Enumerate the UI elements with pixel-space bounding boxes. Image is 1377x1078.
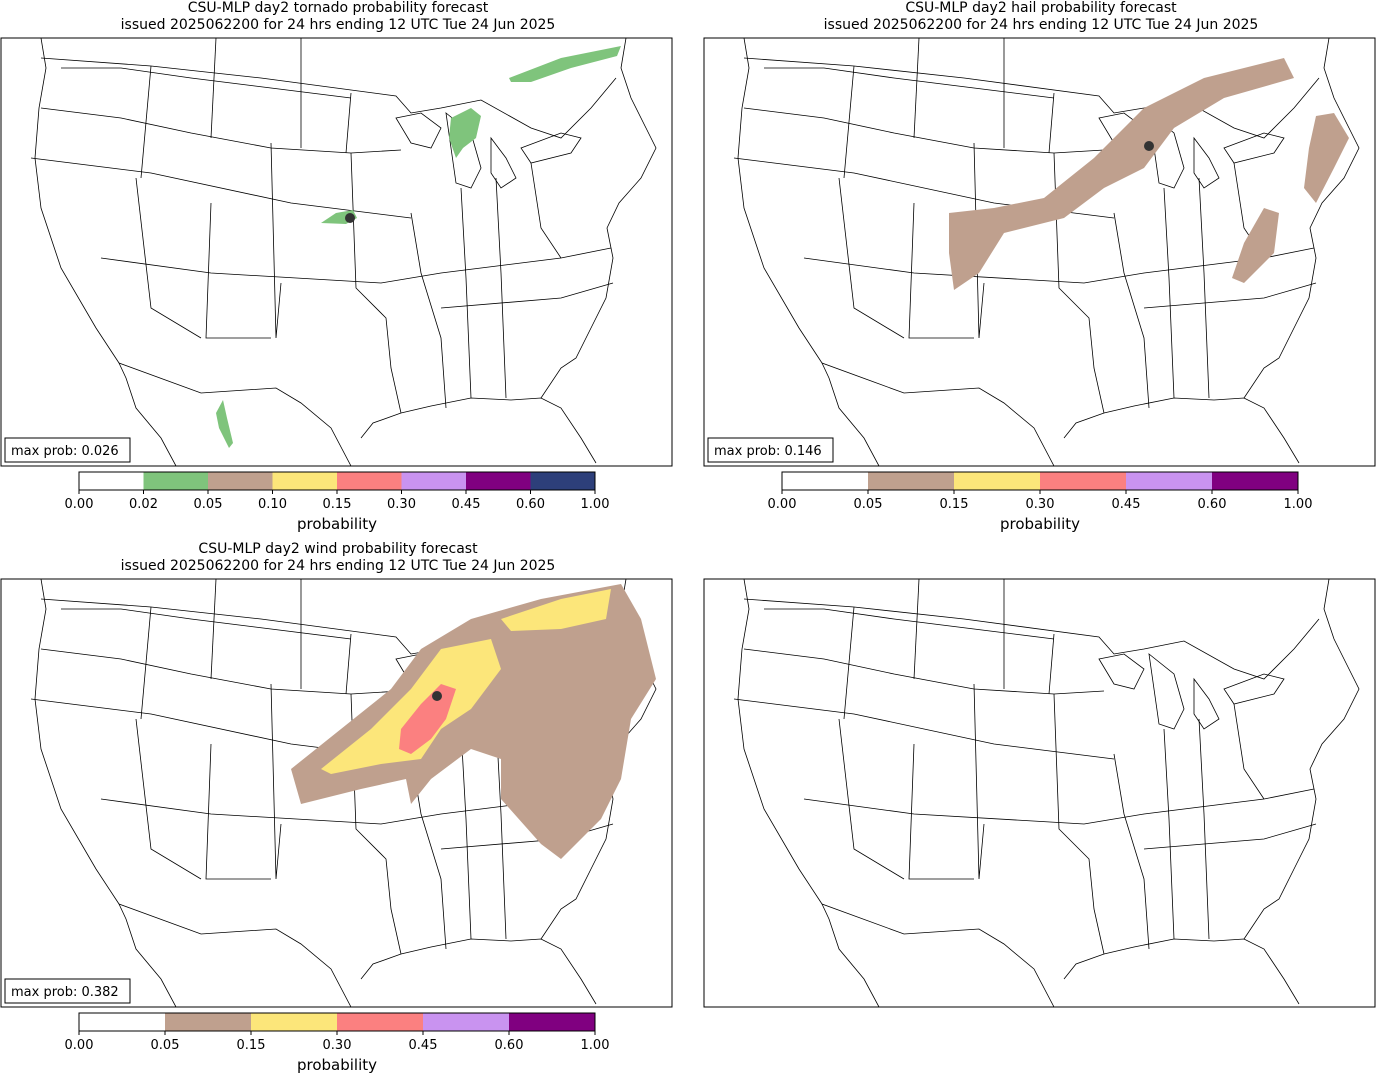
panel-title: CSU-MLP day2 hail probability forecast [905,0,1177,16]
prob-area [321,639,501,774]
prob-area [399,684,456,754]
max-prob: max prob: 0.146 [714,444,822,459]
max-marker [345,213,355,223]
max-prob-box [4,978,131,1004]
colorbar-tick-label: 0.00 [65,1038,94,1053]
colorbar-segment [466,472,531,490]
colorbar-label: probability [297,515,377,533]
colorbar-tick-label: 0.15 [323,497,352,512]
colorbar-segment [509,1013,595,1031]
colorbar-tick-label: 0.00 [768,497,797,512]
map-panel [703,578,1376,1008]
max-marker [432,691,442,701]
colorbar-tick-label: 0.45 [1112,497,1141,512]
colorbar-tick-label: 0.30 [387,497,416,512]
colorbar-tick-label: 0.00 [65,497,94,512]
panel-frame [703,578,1376,1008]
colorbar-tick-label: 0.05 [854,497,883,512]
colorbar-tick-label: 1.00 [581,1038,610,1053]
colorbar-tick-label: 0.15 [940,497,969,512]
prob-area [509,46,621,82]
colorbar-tick-label: 0.60 [495,1038,524,1053]
max-prob: max prob: 0.382 [11,985,119,1000]
prob-area [449,108,481,158]
prob-area [1232,208,1279,283]
panel-frame [0,578,673,1008]
panel-frame [703,37,1376,467]
panel-subtitle: issued 2025062200 for 24 hrs ending 12 U… [121,558,556,574]
colorbar-tick-label: 0.30 [1026,497,1055,512]
colorbar-segment [79,1013,165,1031]
colorbar-segment [954,472,1040,490]
colorbar-tick-label: 0.45 [409,1038,438,1053]
prob-area [291,584,656,859]
panel-title: CSU-MLP day2 tornado probability forecas… [188,0,489,16]
base-map [30,38,657,466]
max-marker [1144,141,1154,151]
colorbar-tick-label: 0.45 [452,497,481,512]
colorbar-segment [782,472,868,490]
colorbar-segment [1212,472,1298,490]
max-prob: max prob: 0.026 [11,444,119,459]
prob-area [949,58,1294,290]
colorbar-segment [423,1013,509,1031]
colorbar-tick-label: 1.00 [1284,497,1313,512]
colorbar-label: probability [1000,515,1080,533]
colorbar-tick-label: 1.00 [581,497,610,512]
colorbar-tick-label: 0.30 [323,1038,352,1053]
panel-subtitle: issued 2025062200 for 24 hrs ending 12 U… [824,17,1259,33]
colorbar-tick-label: 0.05 [151,1038,180,1053]
map-panel: max prob: 0.146 [703,37,1376,467]
colorbar-segment [208,472,273,490]
panel-title: CSU-MLP day2 wind probability forecast [198,541,478,557]
colorbar: 0.00 0.02 0.05 0.10 0.15 0.30 0.45 0.60 1.00 prob… [65,471,610,533]
max-prob-box [707,437,834,463]
colorbar-segment [251,1013,337,1031]
prob-area [1304,113,1349,203]
colorbar-tick-label: 0.60 [1198,497,1227,512]
prob-area [216,400,233,448]
panel-subtitle: issued 2025062200 for 24 hrs ending 12 U… [121,17,556,33]
colorbar-segment [1040,472,1126,490]
map-panel: max prob: 0.026 [0,37,673,467]
max-prob-box [4,437,131,463]
colorbar-tick-label: 0.10 [258,497,287,512]
colorbar-segment [272,472,337,490]
colorbar-segment [530,472,595,490]
prob-area [501,589,611,631]
colorbar-segment [337,1013,423,1031]
colorbar-label: probability [297,1056,377,1074]
colorbar-segment [165,1013,251,1031]
colorbar-segment [1126,472,1212,490]
colorbar-tick-label: 0.02 [129,497,158,512]
colorbar-tick-label: 0.05 [194,497,223,512]
colorbar: 0.00 0.05 0.15 0.30 0.45 0.60 1.00 probability [65,1012,610,1074]
colorbar-segment [401,472,466,490]
colorbar-tick-label: 0.60 [516,497,545,512]
colorbar-segment [79,472,144,490]
colorbar-segment [143,472,208,490]
colorbar: 0.00 0.05 0.15 0.30 0.45 0.60 1.00 probability [768,471,1313,533]
panel-frame [0,37,673,467]
base-map [733,579,1360,1007]
colorbar-tick-label: 0.15 [237,1038,266,1053]
map-panel: max prob: 0.382 [0,578,673,1008]
colorbar-segment [337,472,402,490]
colorbar-segment [868,472,954,490]
